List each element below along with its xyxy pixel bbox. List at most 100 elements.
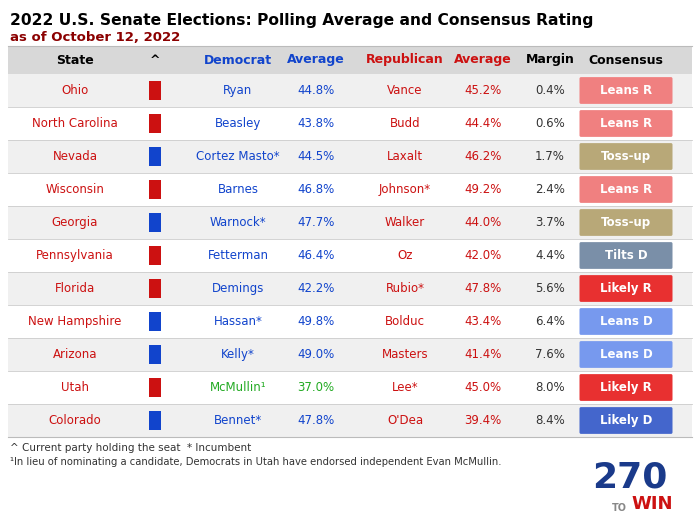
Bar bbox=[149, 81, 161, 100]
Text: 2.4%: 2.4% bbox=[535, 183, 565, 196]
Text: 0.6%: 0.6% bbox=[535, 117, 565, 130]
Text: Average: Average bbox=[287, 53, 345, 66]
Text: 47.8%: 47.8% bbox=[464, 282, 502, 295]
Text: 43.4%: 43.4% bbox=[464, 315, 502, 328]
Bar bbox=[8, 404, 692, 437]
Text: 46.4%: 46.4% bbox=[298, 249, 335, 262]
Text: Consensus: Consensus bbox=[589, 53, 664, 66]
Text: Leans R: Leans R bbox=[600, 84, 652, 97]
Text: Bolduc: Bolduc bbox=[385, 315, 425, 328]
Text: Georgia: Georgia bbox=[52, 216, 98, 229]
Bar bbox=[8, 206, 692, 239]
Bar bbox=[149, 378, 161, 397]
Text: 44.5%: 44.5% bbox=[298, 150, 335, 163]
Text: 37.0%: 37.0% bbox=[298, 381, 335, 394]
Text: 44.8%: 44.8% bbox=[298, 84, 335, 97]
Bar bbox=[8, 46, 692, 74]
Text: Leans R: Leans R bbox=[600, 117, 652, 130]
Text: New Hampshire: New Hampshire bbox=[28, 315, 122, 328]
FancyBboxPatch shape bbox=[580, 308, 673, 335]
Text: Vance: Vance bbox=[387, 84, 423, 97]
Bar bbox=[8, 305, 692, 338]
FancyBboxPatch shape bbox=[580, 341, 673, 368]
Bar bbox=[8, 107, 692, 140]
Bar bbox=[8, 140, 692, 173]
Text: State: State bbox=[56, 53, 94, 66]
Text: Wisconsin: Wisconsin bbox=[46, 183, 104, 196]
FancyBboxPatch shape bbox=[580, 110, 673, 137]
Text: 46.2%: 46.2% bbox=[464, 150, 502, 163]
Text: 45.2%: 45.2% bbox=[464, 84, 502, 97]
Text: Warnock*: Warnock* bbox=[210, 216, 266, 229]
Text: 0.4%: 0.4% bbox=[535, 84, 565, 97]
Text: ^ Current party holding the seat  * Incumbent: ^ Current party holding the seat * Incum… bbox=[10, 443, 251, 453]
Text: 6.4%: 6.4% bbox=[535, 315, 565, 328]
Text: 47.7%: 47.7% bbox=[298, 216, 335, 229]
FancyBboxPatch shape bbox=[580, 275, 673, 302]
Text: as of October 12, 2022: as of October 12, 2022 bbox=[10, 31, 181, 44]
Text: Leans D: Leans D bbox=[600, 315, 652, 328]
Text: 8.0%: 8.0% bbox=[536, 381, 565, 394]
Text: Ryan: Ryan bbox=[223, 84, 253, 97]
Text: Likely R: Likely R bbox=[600, 282, 652, 295]
Text: Leans R: Leans R bbox=[600, 183, 652, 196]
Text: North Carolina: North Carolina bbox=[32, 117, 118, 130]
Text: Democrat: Democrat bbox=[204, 53, 272, 66]
Text: Average: Average bbox=[454, 53, 512, 66]
Text: Fetterman: Fetterman bbox=[207, 249, 269, 262]
Bar bbox=[8, 272, 692, 305]
Text: 4.4%: 4.4% bbox=[535, 249, 565, 262]
Text: 43.8%: 43.8% bbox=[298, 117, 335, 130]
Text: ^: ^ bbox=[150, 53, 160, 66]
Text: Ohio: Ohio bbox=[62, 84, 89, 97]
Text: 44.4%: 44.4% bbox=[464, 117, 502, 130]
Text: Oz: Oz bbox=[398, 249, 413, 262]
Text: 49.0%: 49.0% bbox=[298, 348, 335, 361]
Text: Toss-up: Toss-up bbox=[601, 216, 651, 229]
Bar bbox=[8, 239, 692, 272]
FancyBboxPatch shape bbox=[580, 242, 673, 269]
Text: 8.4%: 8.4% bbox=[535, 414, 565, 427]
Bar bbox=[149, 345, 161, 365]
Text: Demings: Demings bbox=[212, 282, 264, 295]
Text: Masters: Masters bbox=[382, 348, 428, 361]
Text: 7.6%: 7.6% bbox=[535, 348, 565, 361]
Text: TO: TO bbox=[612, 503, 627, 513]
FancyBboxPatch shape bbox=[580, 143, 673, 170]
Bar bbox=[149, 279, 161, 299]
Bar bbox=[149, 146, 161, 166]
Text: Barnes: Barnes bbox=[218, 183, 258, 196]
Text: 39.4%: 39.4% bbox=[464, 414, 502, 427]
FancyBboxPatch shape bbox=[580, 407, 673, 434]
Text: 44.0%: 44.0% bbox=[464, 216, 502, 229]
Text: Florida: Florida bbox=[55, 282, 95, 295]
Text: Beasley: Beasley bbox=[215, 117, 261, 130]
Text: Margin: Margin bbox=[526, 53, 575, 66]
Text: 3.7%: 3.7% bbox=[535, 216, 565, 229]
Text: Hassan*: Hassan* bbox=[214, 315, 262, 328]
Text: Cortez Masto*: Cortez Masto* bbox=[196, 150, 280, 163]
Text: Leans D: Leans D bbox=[600, 348, 652, 361]
Text: Tilts D: Tilts D bbox=[605, 249, 648, 262]
Text: 46.8%: 46.8% bbox=[298, 183, 335, 196]
Bar bbox=[8, 173, 692, 206]
Text: Likely R: Likely R bbox=[600, 381, 652, 394]
Text: McMullin¹: McMullin¹ bbox=[210, 381, 266, 394]
Text: 42.2%: 42.2% bbox=[298, 282, 335, 295]
Bar bbox=[149, 246, 161, 265]
Bar bbox=[149, 312, 161, 332]
Text: 49.2%: 49.2% bbox=[464, 183, 502, 196]
Text: 270: 270 bbox=[592, 461, 667, 495]
Text: Bennet*: Bennet* bbox=[214, 414, 262, 427]
Text: 45.0%: 45.0% bbox=[464, 381, 502, 394]
Text: 49.8%: 49.8% bbox=[298, 315, 335, 328]
Text: 42.0%: 42.0% bbox=[464, 249, 502, 262]
Bar bbox=[8, 338, 692, 371]
Text: Laxalt: Laxalt bbox=[387, 150, 423, 163]
Text: Rubio*: Rubio* bbox=[386, 282, 424, 295]
FancyBboxPatch shape bbox=[580, 176, 673, 203]
Text: Likely D: Likely D bbox=[600, 414, 652, 427]
Text: 47.8%: 47.8% bbox=[298, 414, 335, 427]
Text: Budd: Budd bbox=[390, 117, 420, 130]
Bar bbox=[8, 371, 692, 404]
